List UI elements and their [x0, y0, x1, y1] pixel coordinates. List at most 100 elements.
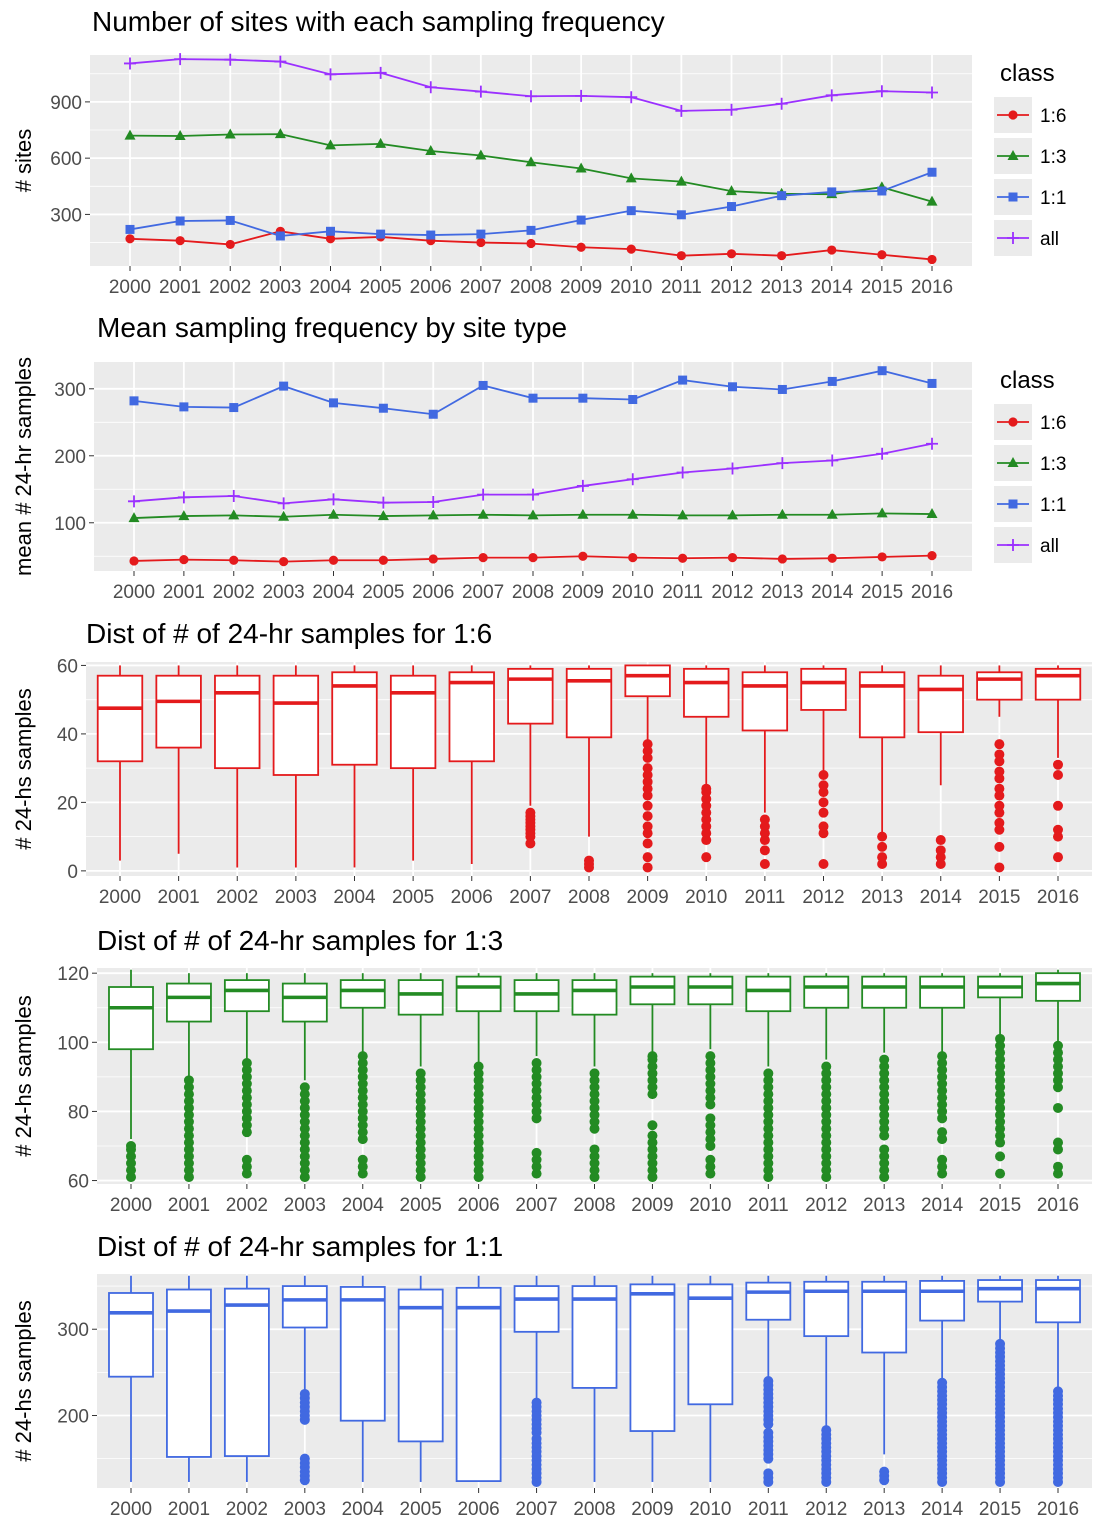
x-tick-label: 2007	[509, 887, 551, 908]
outlier-point	[818, 807, 829, 818]
outlier-point	[1053, 1161, 1063, 1172]
outlier-point	[1053, 1102, 1063, 1113]
outlier-point	[473, 1165, 484, 1176]
data-point	[428, 409, 438, 419]
x-tick-label: 2016	[1037, 1499, 1079, 1520]
outlier-point	[937, 1064, 948, 1075]
outlier-point	[879, 1466, 890, 1477]
outlier-point	[299, 1137, 310, 1148]
outlier-point	[415, 1102, 426, 1113]
x-tick-label: 2003	[284, 1195, 326, 1216]
box-2015	[977, 973, 1023, 1179]
x-tick-label: 2012	[805, 1499, 847, 1520]
box-body	[448, 671, 495, 763]
outlier-point	[877, 852, 888, 863]
data-point	[376, 229, 386, 239]
line-chart-mean: 100 200 300 2000 2001 2002 2003 2004 2005 2006 200…	[11, 357, 1066, 603]
outlier-point	[994, 766, 1005, 777]
data-point	[575, 162, 587, 173]
data-point	[229, 555, 239, 565]
outlier-point	[705, 1058, 716, 1069]
boxplot-1-3: 60 80 100 120 2000 2001 2002 2003 2004 2005 2006 20…	[11, 964, 1092, 1216]
outlier-point	[473, 1068, 484, 1079]
x-tick-label: 2002	[209, 277, 251, 298]
outlier-point	[879, 1102, 890, 1113]
data-point	[926, 86, 938, 99]
outlier-point	[877, 831, 888, 842]
box-2005	[397, 973, 444, 1183]
data-point	[1008, 499, 1018, 509]
box-2010	[687, 1275, 734, 1482]
box-2014	[919, 1275, 966, 1487]
outlier-point	[647, 1082, 658, 1093]
data-point	[626, 244, 636, 254]
x-tick-label: 2004	[342, 1195, 385, 1216]
chart-title: Dist of # of 24-hr samples for 1:1	[97, 1231, 504, 1262]
box-body	[389, 674, 437, 770]
panel-box-1-3: Dist of # of 24-hr samples for 1:3 60 80 1…	[0, 918, 1094, 1224]
outlier-point	[642, 838, 653, 849]
outlier-point	[995, 1123, 1006, 1134]
data-point	[275, 231, 285, 241]
outlier-point	[701, 807, 712, 818]
outlier-point	[299, 1172, 310, 1183]
x-tick-label: 2003	[275, 887, 317, 908]
outlier-point	[589, 1096, 600, 1107]
box-2011	[745, 973, 792, 1183]
outlier-point	[935, 852, 946, 863]
data-point	[225, 215, 235, 225]
box-body	[1035, 1279, 1081, 1324]
outlier-point	[763, 1109, 774, 1120]
data-point	[1008, 110, 1018, 120]
data-point	[274, 128, 286, 139]
outlier-point	[763, 1075, 774, 1086]
box-2011	[741, 665, 789, 870]
outlier-point	[126, 1151, 136, 1162]
outlier-point	[937, 1154, 948, 1165]
outlier-point	[705, 1085, 716, 1096]
outlier-point	[763, 1151, 774, 1162]
data-point	[124, 129, 136, 140]
x-tick-label: 2006	[457, 1499, 499, 1520]
outlier-point	[183, 1158, 194, 1169]
outlier-point	[473, 1109, 484, 1120]
outlier-point	[183, 1123, 194, 1134]
y-axis-label: # 24-hs samples	[11, 688, 36, 849]
y-tick-label: 200	[54, 447, 86, 468]
outlier-point	[821, 1061, 832, 1072]
outlier-point	[647, 1051, 658, 1062]
data-point	[424, 81, 437, 94]
y-tick-label: 120	[57, 964, 89, 985]
outlier-point	[937, 1099, 948, 1110]
outlier-point	[763, 1376, 774, 1386]
data-point	[628, 553, 638, 563]
x-tick-label: 2011	[661, 277, 702, 298]
chart-title: Mean sampling frequency by site type	[97, 312, 568, 343]
outlier-point	[705, 1113, 716, 1124]
data-point	[124, 57, 136, 70]
outlier-point	[415, 1158, 426, 1169]
x-tick-label: 2007	[515, 1195, 557, 1216]
outlier-point	[937, 1071, 948, 1082]
box-2004	[331, 665, 378, 868]
outlier-point	[821, 1116, 832, 1127]
data-point	[675, 104, 688, 117]
box-body	[919, 1280, 966, 1322]
box-2016	[1034, 665, 1082, 863]
data-point	[926, 437, 938, 450]
outlier-point	[701, 793, 712, 804]
outlier-point	[879, 1123, 890, 1134]
box-body	[977, 1279, 1023, 1303]
series-1:6	[129, 550, 937, 567]
outlier-point	[705, 1071, 716, 1082]
x-tick-label: 2016	[911, 582, 953, 603]
outlier-point	[995, 1151, 1006, 1162]
outlier-point	[357, 1099, 368, 1110]
box-2006	[455, 973, 502, 1183]
box-body	[683, 667, 730, 718]
outlier-point	[183, 1109, 194, 1120]
outlier-point	[299, 1165, 310, 1176]
data-point	[777, 384, 787, 394]
outlier-point	[357, 1106, 368, 1117]
outlier-point	[759, 835, 770, 846]
